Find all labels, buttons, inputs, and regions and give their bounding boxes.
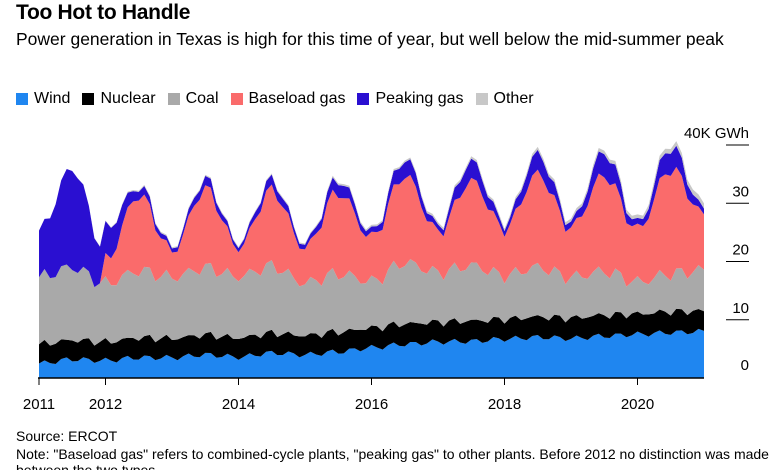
legend: Wind Nuclear Coal Baseload gas Peaking g… — [16, 90, 534, 108]
legend-swatch-coal — [167, 93, 180, 105]
legend-item-coal: Coal — [167, 90, 219, 108]
y-tick-label: 10 — [732, 300, 749, 317]
x-tick-label: 2012 — [89, 396, 122, 413]
area-nuclear — [39, 308, 704, 364]
stacked-area-chart: 0 10 20 30 40K GWh 2011 2012 2014 2016 2018 2020 — [23, 125, 749, 413]
legend-label-baseload: Baseload gas — [248, 90, 346, 107]
legend-swatch-wind — [16, 93, 28, 105]
legend-item-baseload: Baseload gas — [230, 90, 346, 108]
x-axis: 2011 2012 2014 2016 2018 2020 — [23, 378, 654, 413]
y-tick-label: 40K GWh — [684, 125, 749, 142]
legend-label-coal: Coal — [185, 90, 219, 107]
legend-swatch-nuclear — [82, 93, 95, 105]
legend-item-peaking: Peaking gas — [357, 90, 464, 108]
x-tick-label: 2011 — [23, 396, 55, 413]
y-tick-label: 30 — [732, 183, 749, 200]
area-wind — [39, 328, 704, 378]
legend-item-other: Other — [475, 90, 534, 108]
legend-item-nuclear: Nuclear — [82, 90, 156, 108]
series-areas — [39, 141, 704, 378]
chart-title: Too Hot to Handle — [16, 1, 191, 24]
legend-swatch-other — [475, 93, 488, 105]
source-note: Source: ERCOT — [16, 428, 118, 444]
legend-swatch-baseload — [230, 93, 243, 105]
legend-label-peaking: Peaking gas — [375, 90, 464, 107]
x-tick-label: 2018 — [488, 396, 521, 413]
legend-item-wind: Wind — [16, 90, 70, 108]
legend-label-nuclear: Nuclear — [100, 90, 156, 107]
legend-label-other: Other — [493, 90, 534, 107]
area-coal — [39, 259, 704, 346]
y-tick-label: 20 — [732, 242, 749, 259]
y-tick-label: 0 — [741, 357, 749, 374]
x-tick-label: 2020 — [621, 396, 654, 413]
area-baseload — [39, 166, 704, 288]
x-tick-label: 2014 — [222, 396, 255, 413]
y-axis: 0 10 20 30 40K GWh — [684, 125, 749, 374]
legend-label-wind: Wind — [34, 90, 71, 107]
chart-subtitle: Power generation in Texas is high for th… — [16, 29, 724, 49]
footnote: Note: "Baseload gas" refers to combined-… — [16, 446, 769, 470]
area-peaking — [39, 145, 704, 288]
legend-swatch-peaking — [357, 93, 370, 105]
x-tick-label: 2016 — [355, 396, 388, 413]
